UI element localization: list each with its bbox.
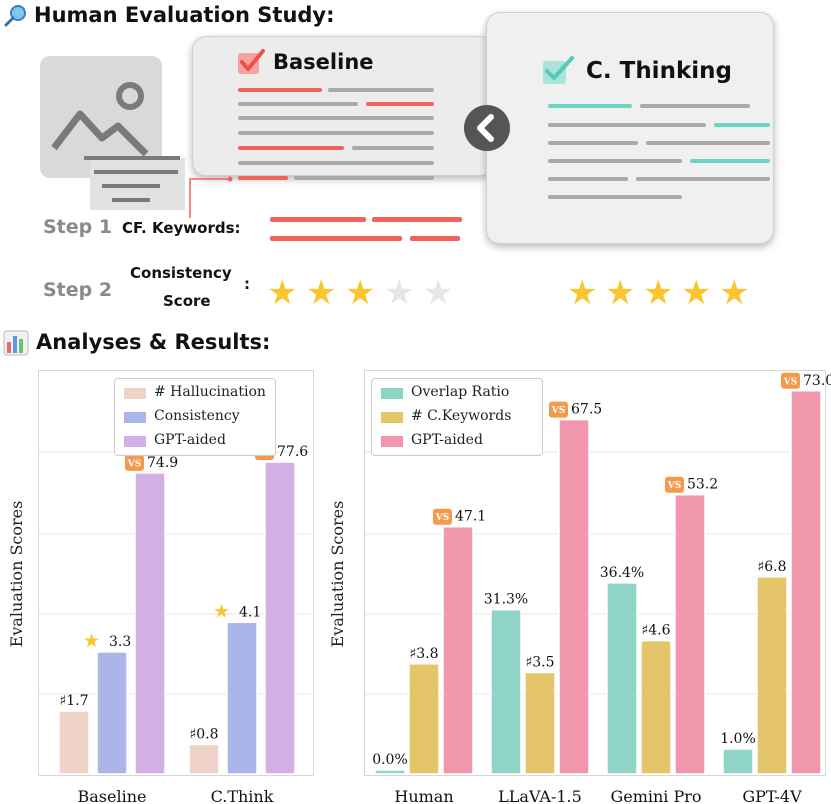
star-icon: ★	[681, 273, 712, 313]
vs-badge: VS	[433, 508, 452, 525]
bar-chart-icon	[3, 330, 29, 356]
bar	[722, 748, 754, 775]
bar	[58, 710, 90, 775]
study-title: Human Evaluation Study:	[34, 3, 335, 27]
cthinking-title: C. Thinking	[586, 58, 732, 84]
star-icon: ★	[83, 630, 100, 652]
data-label: 36.4%	[600, 565, 644, 581]
svg-text:VS: VS	[667, 481, 681, 491]
image-placeholder-icon	[40, 56, 185, 210]
bar	[442, 525, 474, 775]
legend-swatch	[124, 436, 146, 447]
star-icon: ★	[306, 273, 337, 313]
bar	[188, 743, 220, 775]
star-icon: ★	[267, 273, 298, 313]
data-label: 67.5	[571, 402, 602, 418]
legend-label: GPT-aided	[154, 432, 226, 448]
bar	[640, 639, 672, 775]
bar	[408, 663, 440, 775]
star-icon: ★	[719, 273, 750, 313]
step1-text: CF. Keywords:	[122, 219, 241, 237]
data-label: 3.3	[109, 634, 131, 650]
vs-badge: VS	[125, 454, 144, 471]
magnifier-icon	[4, 5, 26, 27]
data-label: 31.3%	[484, 592, 528, 608]
analyses-title: Analyses & Results:	[36, 330, 271, 354]
data-label: ♯3.5	[525, 655, 554, 671]
step2-text-line2: Score	[163, 292, 211, 310]
x-tick-label: GPT-4V	[742, 787, 802, 804]
step2-text-line1: Consistency	[130, 264, 232, 282]
bar	[790, 390, 822, 775]
baseline-title: Baseline	[273, 50, 374, 74]
connector-line	[189, 176, 233, 218]
vs-badge: VS	[549, 401, 568, 418]
legend-label: Overlap Ratio	[411, 384, 510, 400]
legend-label: # Hallucination	[154, 384, 266, 400]
data-label: 77.6	[277, 444, 308, 460]
x-tick-label: Human	[394, 787, 453, 804]
svg-text:VS: VS	[551, 406, 565, 416]
bar	[756, 576, 788, 775]
data-label: 4.1	[239, 604, 261, 620]
star-icon: ★	[605, 273, 636, 313]
legend-swatch	[124, 412, 146, 423]
data-label: ♯4.6	[641, 623, 670, 639]
vs-badge: VS	[665, 476, 684, 493]
x-tick-label: Baseline	[78, 787, 147, 804]
star-icon: ★	[213, 600, 230, 622]
data-label: 74.9	[147, 455, 178, 471]
step2-label: Step 2	[43, 279, 113, 301]
data-label: 73.0	[803, 373, 831, 389]
data-label: 1.0%	[720, 731, 756, 747]
svg-text:VS: VS	[127, 459, 141, 469]
bar	[374, 769, 406, 775]
data-label: 53.2	[687, 477, 718, 493]
vs-badge: VS	[781, 372, 800, 389]
checkbox-icon	[238, 49, 265, 74]
bar	[674, 493, 706, 775]
legend-swatch	[124, 388, 146, 399]
bar	[606, 582, 638, 775]
x-tick-label: C.Think	[211, 787, 274, 804]
star-icon: ★	[567, 273, 598, 313]
data-label: ♯6.8	[757, 559, 786, 575]
step1-label: Step 1	[43, 216, 113, 238]
star-icon: ★	[423, 273, 454, 313]
y-axis-label: Evaluation Scores	[7, 501, 26, 648]
cthinking-card	[486, 12, 774, 244]
x-tick-label: LLaVA-1.5	[498, 787, 582, 804]
legend-label: Consistency	[154, 408, 240, 424]
data-label: 47.1	[455, 509, 486, 525]
data-label: 0.0%	[372, 752, 408, 768]
star-icon: ★	[384, 273, 415, 313]
data-label: ♯0.8	[189, 726, 218, 742]
step2-colon: :	[244, 275, 250, 293]
svg-text:VS: VS	[435, 513, 449, 523]
y-axis-label: Evaluation Scores	[328, 501, 347, 648]
bar	[264, 461, 296, 775]
bar	[96, 651, 128, 775]
legend-swatch	[381, 436, 403, 447]
svg-text:VS: VS	[783, 377, 797, 387]
legend-label: GPT-aided	[411, 432, 483, 448]
bar	[524, 671, 556, 775]
legend-swatch	[381, 388, 403, 399]
bar	[134, 472, 166, 775]
bar	[558, 418, 590, 775]
data-label: ♯3.8	[409, 646, 438, 662]
x-tick-label: Gemini Pro	[610, 787, 701, 804]
legend-swatch	[381, 412, 403, 423]
bar	[490, 608, 522, 775]
checkbox-icon	[543, 56, 574, 84]
data-label: ♯1.7	[59, 693, 88, 709]
star-icon: ★	[345, 273, 376, 313]
legend-label: # C.Keywords	[411, 408, 512, 424]
chevron-left-icon[interactable]	[463, 104, 511, 152]
bar	[226, 621, 258, 775]
star-icon: ★	[643, 273, 674, 313]
